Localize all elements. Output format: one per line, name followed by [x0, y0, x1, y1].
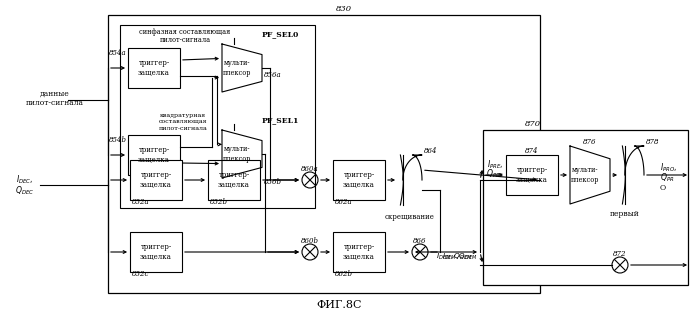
Text: 852b: 852b	[210, 198, 228, 206]
Bar	[120, 25, 315, 208]
Text: 860a: 860a	[301, 165, 319, 173]
Text: пилот-сигнала: пилот-сигнала	[159, 36, 210, 44]
Text: триггер-
защелка: триггер- защелка	[138, 59, 170, 77]
Polygon shape	[570, 146, 610, 204]
Bar	[130, 232, 182, 272]
Text: $Q_{PRE}$: $Q_{PRE}$	[486, 168, 504, 180]
Polygon shape	[222, 130, 262, 178]
Text: мульти-
плексор: мульти- плексор	[223, 146, 252, 163]
Text: триггер-
защелка: триггер- защелка	[516, 166, 548, 184]
Text: $Q_{PR}$: $Q_{PR}$	[660, 172, 675, 184]
Text: ФИГ.8С: ФИГ.8С	[317, 300, 362, 310]
Text: 852c: 852c	[132, 270, 150, 278]
Text: первый: первый	[610, 210, 640, 218]
Text: 854a: 854a	[109, 49, 127, 57]
Bar	[128, 135, 180, 175]
Text: $I_{DEC},$: $I_{DEC},$	[16, 174, 34, 186]
Text: триггер-
защелка: триггер- защелка	[218, 171, 250, 189]
Text: 870: 870	[525, 120, 541, 128]
Text: 874: 874	[525, 147, 539, 155]
Polygon shape	[222, 44, 262, 92]
Text: квадратурная: квадратурная	[160, 113, 206, 118]
Text: триггер-
защелка: триггер- защелка	[138, 146, 170, 164]
Text: 876: 876	[583, 138, 597, 146]
Text: 872: 872	[613, 250, 627, 258]
Bar	[483, 130, 688, 285]
Text: триггер-
защелка: триггер- защелка	[140, 171, 172, 189]
Text: 854b: 854b	[109, 136, 127, 144]
Bar	[108, 15, 540, 293]
Text: пилот-сигнала: пилот-сигнала	[159, 126, 208, 132]
Text: 862a: 862a	[335, 198, 352, 206]
Text: $I_{DEM}, Q_{DEM}$: $I_{DEM}, Q_{DEM}$	[436, 252, 474, 262]
Text: 856b: 856b	[264, 178, 282, 186]
Text: мульти-
плексор: мульти- плексор	[571, 166, 599, 184]
Text: 878: 878	[646, 138, 659, 146]
Text: PF_SEL1: PF_SEL1	[262, 116, 299, 124]
Text: мульти-
плексор: мульти- плексор	[223, 59, 252, 77]
Bar	[506, 155, 558, 195]
Text: 856a: 856a	[264, 71, 282, 79]
Text: 852a: 852a	[132, 198, 150, 206]
Text: составляющая: составляющая	[159, 120, 207, 125]
Bar	[130, 160, 182, 200]
Bar	[128, 48, 180, 88]
Text: $I_{PRO},$: $I_{PRO},$	[660, 162, 677, 174]
Polygon shape	[403, 155, 422, 180]
Bar	[333, 160, 385, 200]
Text: O: O	[660, 184, 666, 192]
Bar	[333, 232, 385, 272]
Text: 862b: 862b	[335, 270, 353, 278]
Text: синфазная составляющая: синфазная составляющая	[139, 28, 231, 36]
Text: скрещивание: скрещивание	[385, 213, 435, 221]
Text: 864: 864	[424, 147, 438, 155]
Text: триггер-
защелка: триггер- защелка	[343, 171, 375, 189]
Text: $I_{PRE},$: $I_{PRE},$	[487, 159, 503, 171]
Text: PF_SEL0: PF_SEL0	[262, 30, 299, 38]
Text: данные
пилот-сигнала: данные пилот-сигнала	[26, 90, 84, 107]
Text: 866: 866	[413, 237, 427, 245]
Text: триггер-
защелка: триггер- защелка	[343, 243, 375, 261]
Text: $Q_{DEC}$: $Q_{DEC}$	[15, 185, 35, 197]
Text: 830: 830	[336, 5, 352, 13]
Text: триггер-
защелка: триггер- защелка	[140, 243, 172, 261]
Polygon shape	[625, 146, 644, 175]
Bar	[208, 160, 260, 200]
Text: 860b: 860b	[301, 237, 319, 245]
Text: $I_{DEM}, Q_{DEM}$: $I_{DEM}, Q_{DEM}$	[442, 252, 477, 262]
